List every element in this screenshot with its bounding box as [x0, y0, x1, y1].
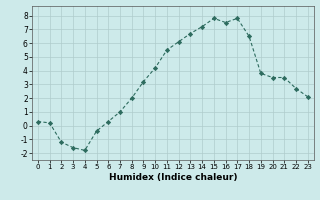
X-axis label: Humidex (Indice chaleur): Humidex (Indice chaleur): [108, 173, 237, 182]
